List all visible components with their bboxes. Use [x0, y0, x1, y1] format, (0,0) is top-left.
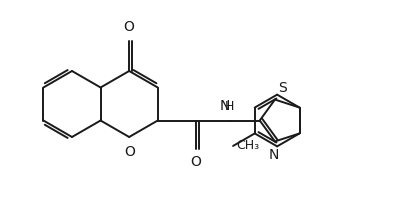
Text: O: O: [190, 156, 201, 170]
Text: O: O: [123, 20, 134, 34]
Text: O: O: [124, 145, 135, 159]
Text: N: N: [219, 98, 229, 113]
Text: S: S: [277, 81, 286, 95]
Text: CH₃: CH₃: [235, 140, 259, 152]
Text: H: H: [225, 100, 234, 113]
Text: N: N: [268, 148, 278, 162]
